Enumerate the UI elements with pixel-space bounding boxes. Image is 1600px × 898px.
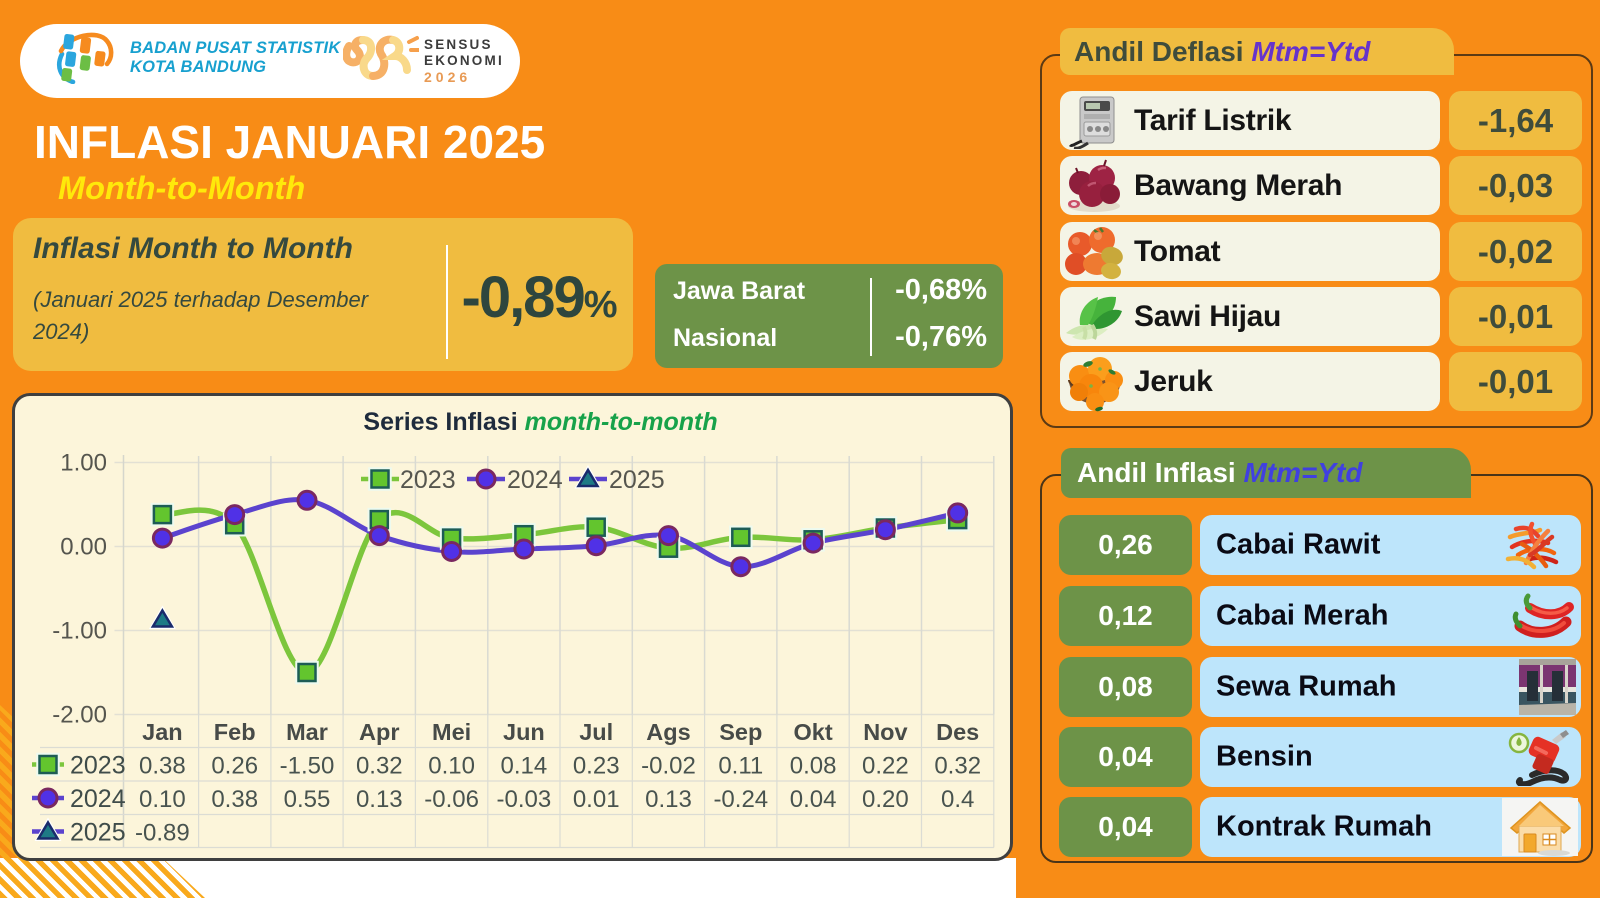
svg-text:Sep: Sep	[719, 719, 762, 745]
svg-text:-1.00: -1.00	[52, 618, 107, 645]
svg-text:0.55: 0.55	[284, 786, 331, 813]
svg-text:0.00: 0.00	[60, 534, 107, 561]
svg-text:0.26: 0.26	[211, 753, 258, 780]
svg-text:2024: 2024	[507, 466, 563, 494]
svg-text:Feb: Feb	[214, 719, 256, 745]
svg-text:-0.89: -0.89	[135, 820, 190, 847]
svg-text:Des: Des	[936, 719, 979, 745]
svg-text:Mei: Mei	[432, 719, 471, 745]
svg-text:0.04: 0.04	[790, 786, 837, 813]
svg-text:Mar: Mar	[286, 719, 328, 745]
svg-text:0.32: 0.32	[934, 753, 981, 780]
svg-text:2025: 2025	[70, 819, 126, 847]
svg-text:-0.03: -0.03	[497, 786, 552, 813]
svg-text:-2.00: -2.00	[52, 702, 107, 729]
svg-text:-0.06: -0.06	[424, 786, 479, 813]
svg-text:0.32: 0.32	[356, 753, 403, 780]
svg-text:2023: 2023	[70, 752, 126, 780]
svg-text:Jan: Jan	[142, 719, 183, 745]
svg-text:0.14: 0.14	[501, 753, 548, 780]
svg-text:0.38: 0.38	[211, 786, 258, 813]
svg-text:0.01: 0.01	[573, 786, 620, 813]
svg-text:2025: 2025	[609, 466, 665, 494]
svg-text:0.20: 0.20	[862, 786, 909, 813]
svg-text:Ags: Ags	[646, 719, 690, 745]
svg-text:Nov: Nov	[863, 719, 907, 745]
svg-text:0.38: 0.38	[139, 753, 186, 780]
svg-text:Jul: Jul	[579, 719, 613, 745]
svg-text:0.4: 0.4	[941, 786, 974, 813]
svg-text:0.11: 0.11	[718, 753, 763, 780]
svg-text:1.00: 1.00	[60, 450, 107, 477]
svg-text:Okt: Okt	[794, 719, 833, 745]
svg-text:Apr: Apr	[359, 719, 399, 745]
svg-text:Jun: Jun	[503, 719, 545, 745]
svg-text:0.13: 0.13	[645, 786, 692, 813]
svg-text:0.13: 0.13	[356, 786, 403, 813]
svg-text:-0.24: -0.24	[713, 786, 768, 813]
svg-text:2024: 2024	[70, 785, 126, 813]
svg-text:-0.02: -0.02	[641, 753, 696, 780]
svg-text:-1.50: -1.50	[280, 753, 335, 780]
svg-text:0.10: 0.10	[428, 753, 475, 780]
svg-text:0.08: 0.08	[790, 753, 837, 780]
svg-text:0.23: 0.23	[573, 753, 620, 780]
svg-text:0.22: 0.22	[862, 753, 909, 780]
svg-text:0.10: 0.10	[139, 786, 186, 813]
svg-text:2023: 2023	[400, 466, 456, 494]
